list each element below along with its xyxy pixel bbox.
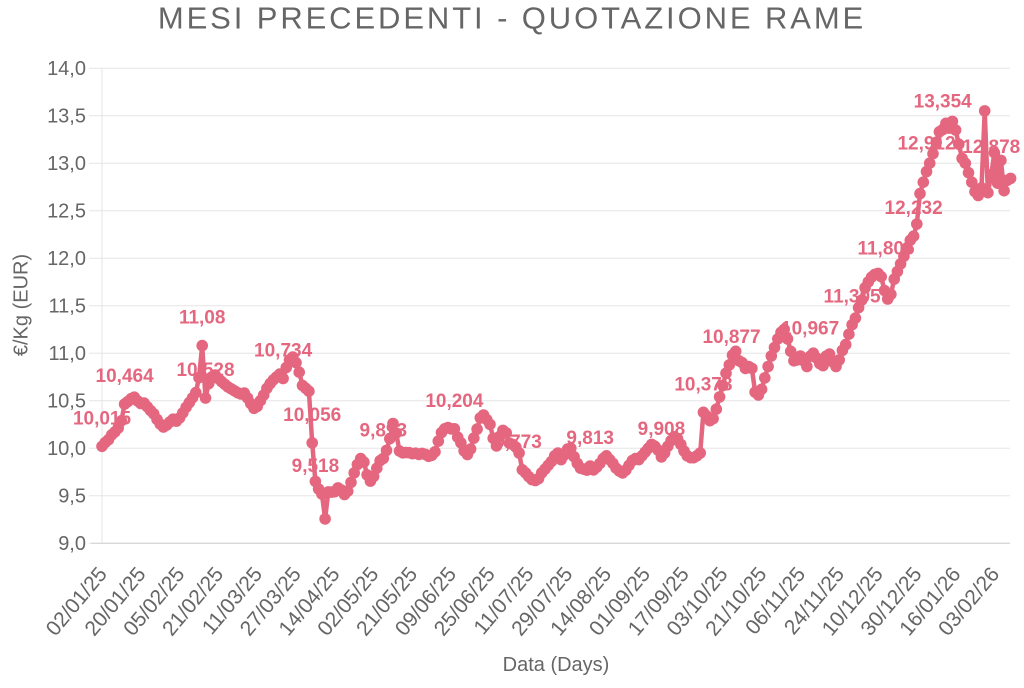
svg-text:10,734: 10,734 <box>254 341 313 362</box>
svg-text:12,0: 12,0 <box>47 248 86 270</box>
svg-text:10,378: 10,378 <box>674 374 732 395</box>
svg-text:13,5: 13,5 <box>47 106 86 128</box>
svg-text:10,0: 10,0 <box>47 438 86 460</box>
svg-text:11,0: 11,0 <box>49 343 86 365</box>
svg-text:13,354: 13,354 <box>914 92 973 113</box>
svg-text:11,08: 11,08 <box>179 308 226 329</box>
svg-text:10,204: 10,204 <box>425 391 484 412</box>
svg-text:9,813: 9,813 <box>566 428 614 449</box>
svg-text:11,305: 11,305 <box>824 287 881 308</box>
svg-text:10,464: 10,464 <box>96 366 155 387</box>
svg-text:14,0: 14,0 <box>47 58 86 80</box>
svg-text:12,878: 12,878 <box>962 137 1020 158</box>
svg-text:€/Kg (EUR): €/Kg (EUR) <box>11 254 33 356</box>
svg-text:9,5: 9,5 <box>58 486 86 508</box>
svg-text:10,5: 10,5 <box>47 391 86 413</box>
svg-text:12,5: 12,5 <box>47 201 86 223</box>
svg-text:11,5: 11,5 <box>49 296 86 318</box>
svg-text:10,967: 10,967 <box>781 318 839 339</box>
svg-text:12,912: 12,912 <box>897 134 955 155</box>
svg-text:MESI PRECEDENTI - QUOTAZIONE R: MESI PRECEDENTI - QUOTAZIONE RAME <box>158 1 866 36</box>
svg-text:Data (Days): Data (Days) <box>503 654 610 676</box>
svg-text:9,0: 9,0 <box>58 533 86 555</box>
svg-text:12,232: 12,232 <box>885 198 943 219</box>
svg-text:13,0: 13,0 <box>47 153 86 175</box>
svg-text:10,877: 10,877 <box>702 327 760 348</box>
